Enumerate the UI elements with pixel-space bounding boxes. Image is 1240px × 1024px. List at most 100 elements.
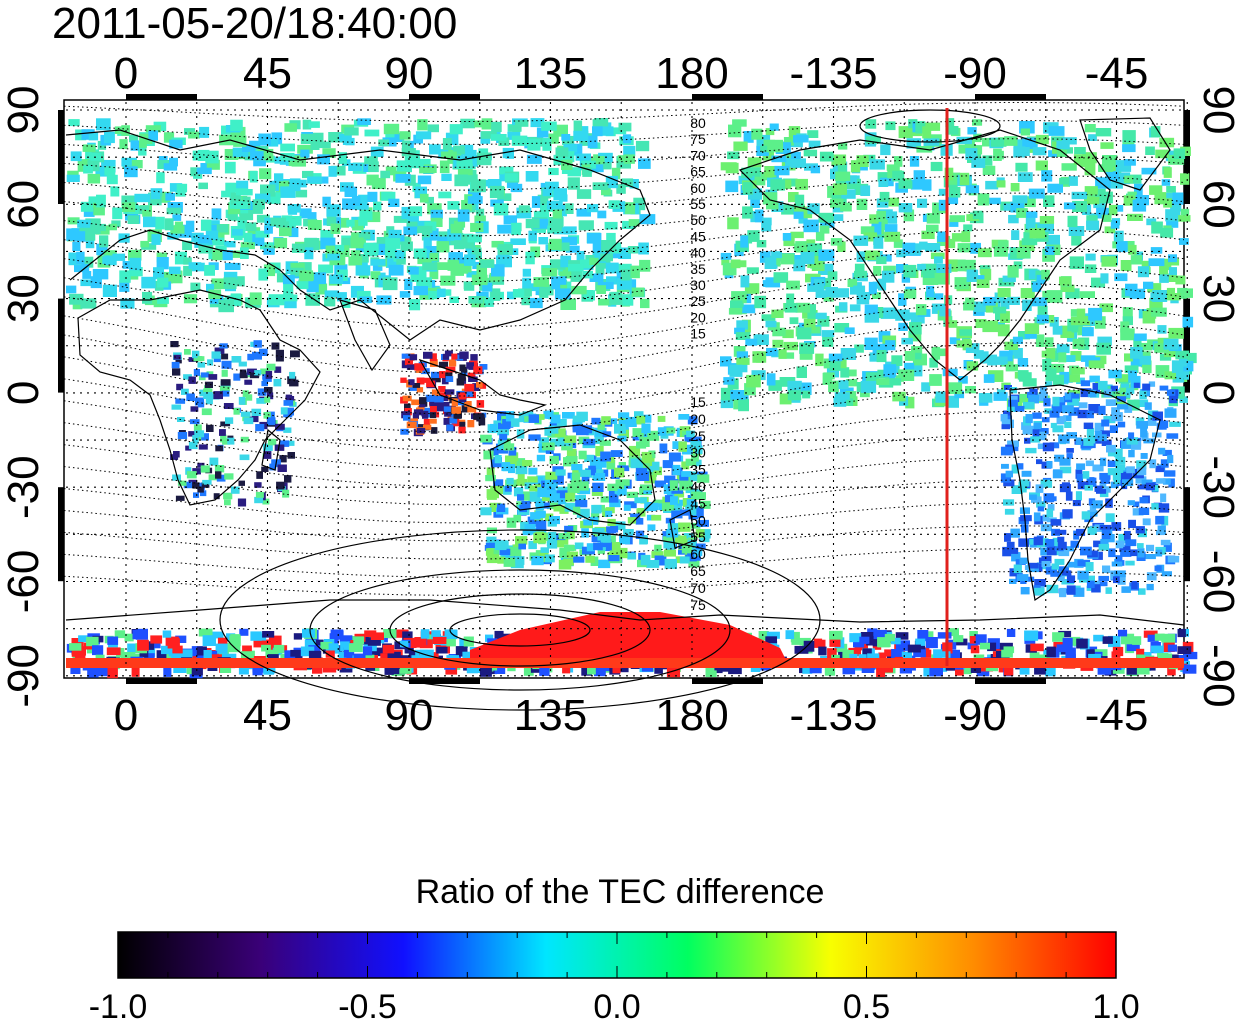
data-patch xyxy=(695,543,706,550)
data-patch xyxy=(761,314,776,321)
data-patch xyxy=(1044,408,1053,414)
data-patch xyxy=(451,353,458,360)
data-patch xyxy=(1093,197,1106,209)
data-patch xyxy=(893,239,903,248)
data-patch xyxy=(1011,464,1020,474)
data-patch xyxy=(275,349,284,358)
data-patch xyxy=(1007,296,1020,305)
data-patch xyxy=(1012,195,1028,204)
data-patch xyxy=(1146,544,1155,552)
contour-line xyxy=(63,410,1185,470)
data-patch xyxy=(618,263,632,274)
longitude-labels-bottom: 0 45 90 135 180 -135 -90 -45 xyxy=(114,691,1149,740)
data-patch xyxy=(95,223,106,232)
data-patch xyxy=(87,666,99,678)
data-patch xyxy=(184,128,196,135)
data-patch xyxy=(1038,223,1054,234)
data-patch xyxy=(1061,163,1077,171)
data-patch xyxy=(172,474,181,481)
data-patch xyxy=(304,247,314,260)
data-patch xyxy=(826,366,839,378)
data-patch xyxy=(483,450,494,460)
data-patch xyxy=(416,387,424,393)
data-patch xyxy=(401,411,411,419)
data-patch xyxy=(1015,162,1028,172)
data-patch xyxy=(451,398,458,407)
data-patch xyxy=(586,543,595,552)
latitude-tick-label: 60 xyxy=(0,180,48,229)
data-patch xyxy=(121,202,136,212)
data-patch xyxy=(1100,273,1109,284)
data-patch xyxy=(103,250,117,260)
data-patch xyxy=(1167,666,1176,676)
data-patch xyxy=(896,264,909,274)
data-patch xyxy=(554,288,571,300)
data-patch xyxy=(1084,163,1096,176)
data-patch xyxy=(200,465,210,473)
data-patch xyxy=(877,637,890,648)
data-patch xyxy=(819,151,834,162)
data-patch xyxy=(267,438,277,446)
data-patch xyxy=(446,424,454,431)
data-patch xyxy=(1099,581,1108,587)
data-patch xyxy=(1102,565,1111,573)
axis-bar-top xyxy=(126,94,197,100)
data-patch xyxy=(299,270,314,282)
data-patch xyxy=(409,299,421,311)
colorbar-tick-labels: -1.0 -0.5 0.0 0.5 1.0 xyxy=(89,988,1140,1024)
data-patch xyxy=(606,232,616,242)
data-patch xyxy=(1045,539,1055,547)
data-patch xyxy=(132,629,142,640)
data-patch xyxy=(318,264,334,274)
data-patch xyxy=(1008,348,1023,359)
data-patch xyxy=(782,233,792,241)
data-patch xyxy=(456,159,473,169)
data-patch xyxy=(1020,524,1029,533)
data-patch xyxy=(828,353,843,362)
data-patch xyxy=(1109,425,1118,433)
data-patch-bottom-band xyxy=(66,658,1184,668)
latitude-tick-label: -60 xyxy=(0,550,48,614)
data-patch xyxy=(1135,195,1149,206)
data-patch xyxy=(802,664,813,674)
data-patch xyxy=(558,532,571,540)
data-patch xyxy=(277,464,287,472)
data-patch xyxy=(646,514,656,521)
data-patch xyxy=(1072,338,1085,349)
data-patch xyxy=(121,157,137,167)
data-patch xyxy=(624,202,636,215)
data-patch xyxy=(618,412,630,419)
data-patch xyxy=(219,429,226,436)
data-patch xyxy=(592,527,605,535)
data-patch xyxy=(551,280,561,290)
data-patch xyxy=(352,219,364,231)
data-patch xyxy=(256,471,263,479)
data-patch xyxy=(96,118,111,131)
data-patch xyxy=(1029,652,1040,660)
data-patch xyxy=(891,355,903,366)
data-patch xyxy=(652,461,660,471)
data-patch xyxy=(973,350,984,359)
data-patch xyxy=(1101,419,1110,427)
data-patch xyxy=(1034,666,1045,673)
data-patch xyxy=(1145,482,1155,491)
data-patch xyxy=(1029,494,1037,500)
data-patch xyxy=(690,441,702,449)
data-patch xyxy=(608,200,620,209)
contour-value-label: 15 xyxy=(690,326,706,342)
data-patch xyxy=(565,203,574,214)
data-patch xyxy=(444,372,453,378)
data-patch xyxy=(954,277,969,290)
data-patch xyxy=(513,514,522,523)
data-patch xyxy=(185,467,192,475)
data-patch xyxy=(1022,137,1038,150)
data-patch xyxy=(575,153,591,161)
data-patch xyxy=(1066,585,1076,595)
data-patch xyxy=(840,202,852,212)
data-patch xyxy=(518,205,530,213)
data-patch xyxy=(1079,192,1096,199)
data-patch xyxy=(71,648,85,657)
data-patch xyxy=(1026,211,1038,218)
data-patch xyxy=(364,630,377,637)
data-patch xyxy=(417,257,432,265)
